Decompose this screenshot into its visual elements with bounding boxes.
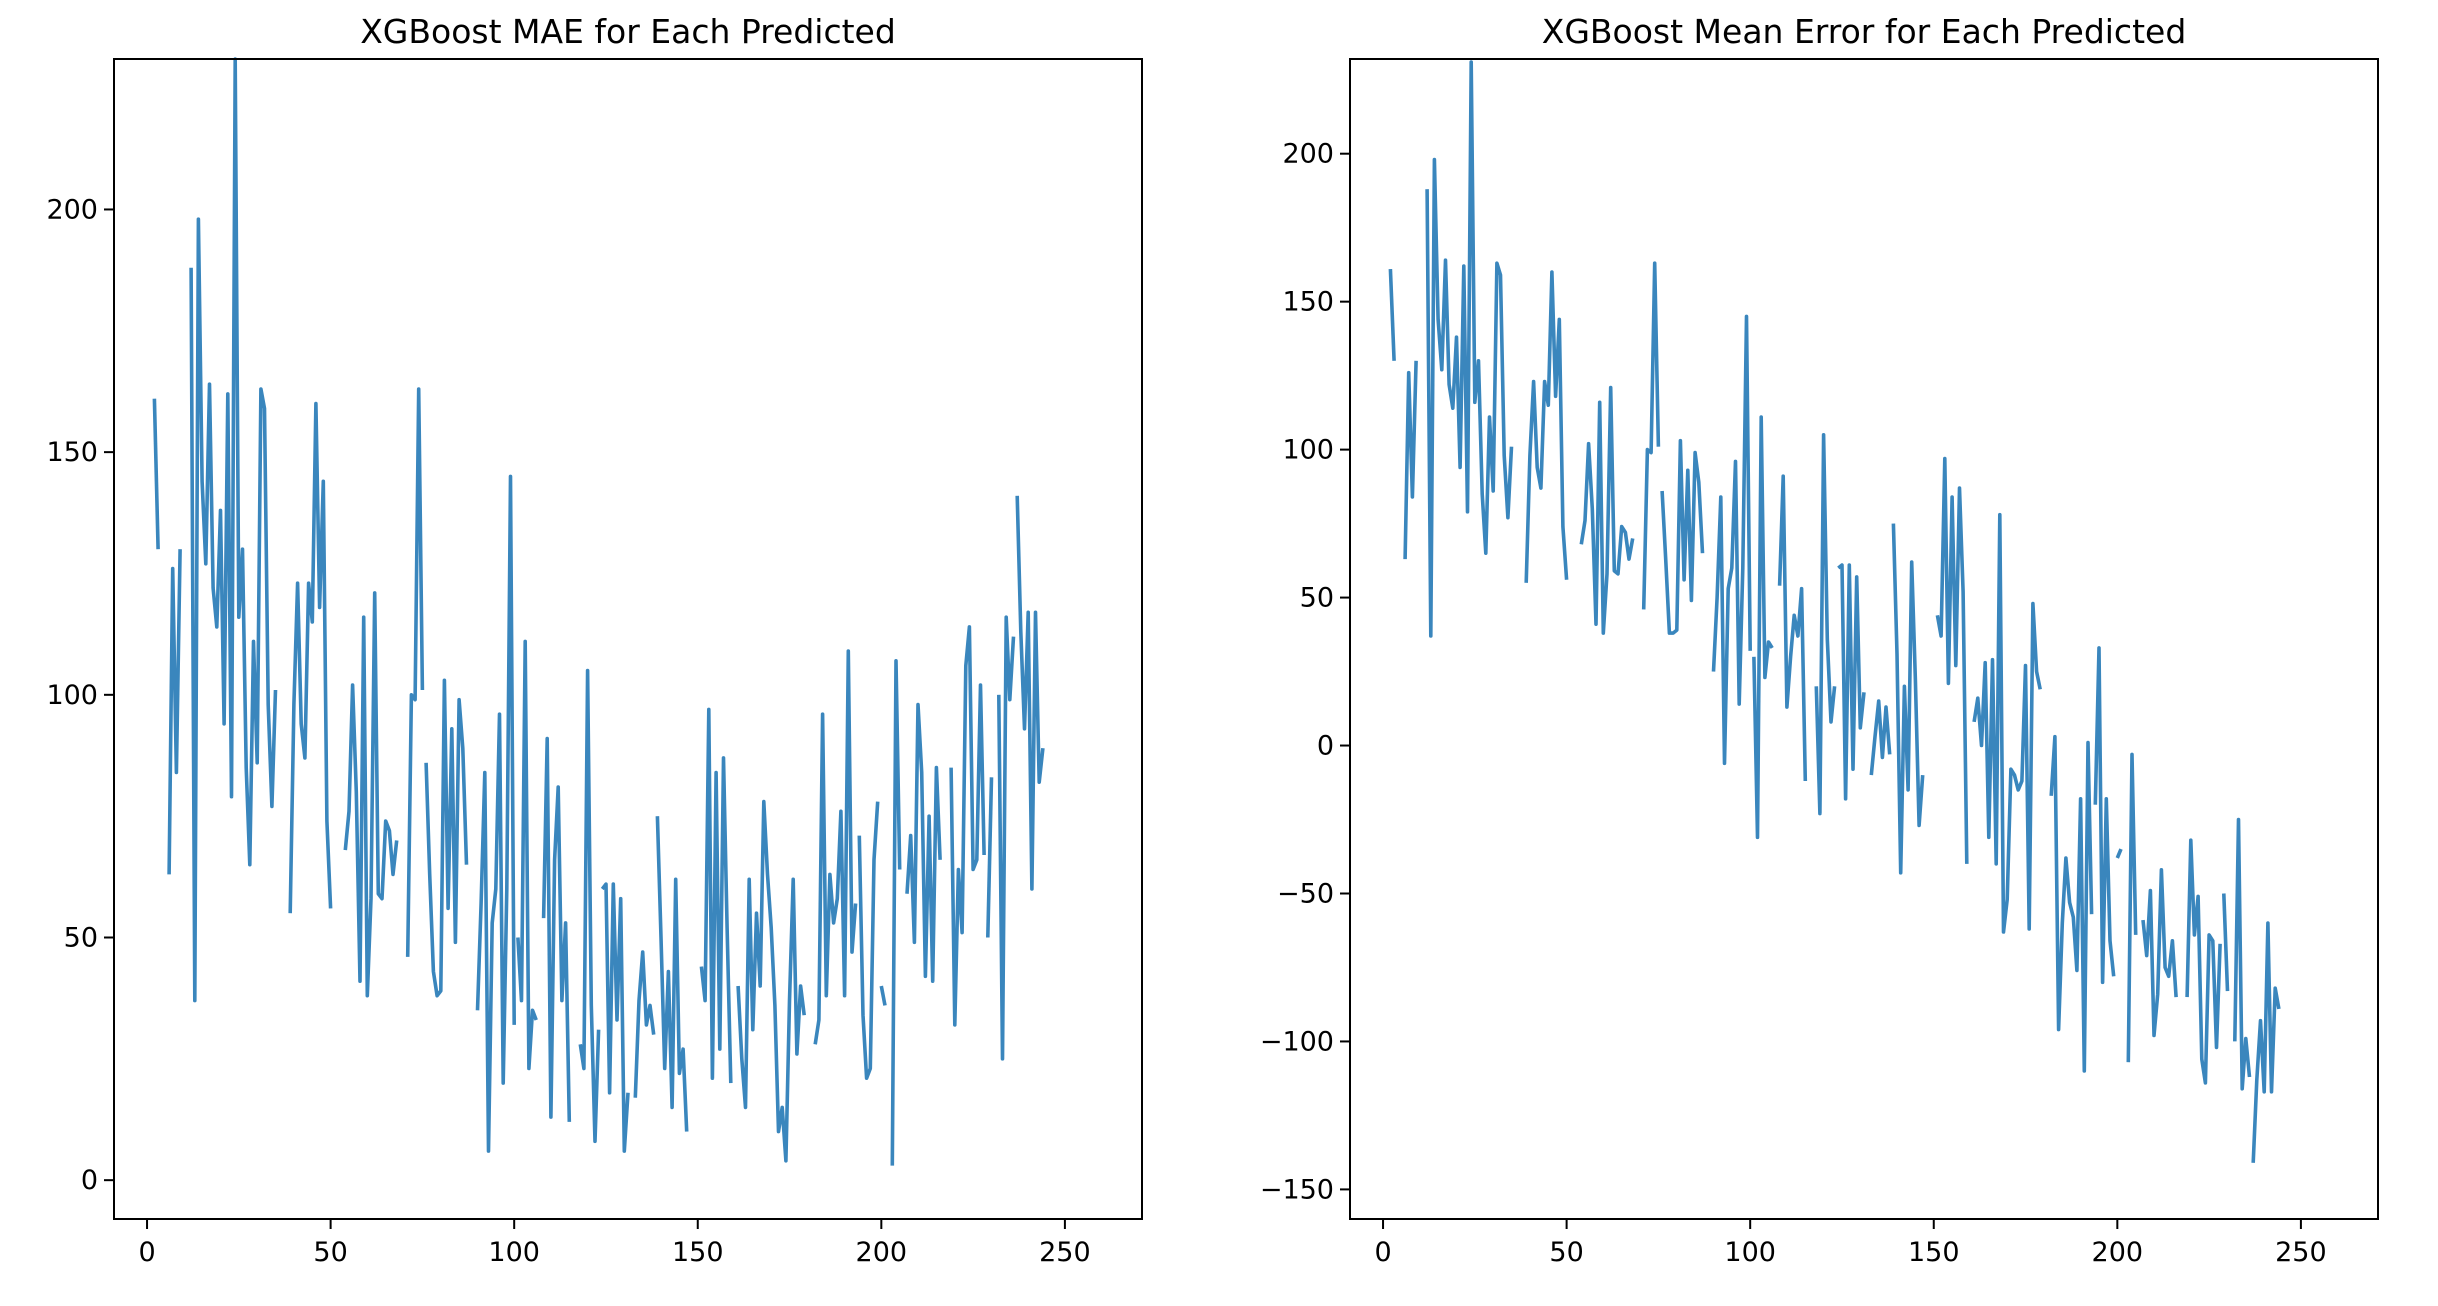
series-line-segment <box>578 668 601 1144</box>
series-line-segment <box>1660 438 1705 635</box>
series-line-segment <box>890 658 902 1166</box>
x-tick-label: 50 <box>313 1237 347 1268</box>
x-tick-label: 100 <box>1724 1237 1776 1268</box>
x-tick-label: 200 <box>856 1237 908 1268</box>
series-line-segment <box>699 707 733 1084</box>
y-tick-label: 150 <box>46 437 98 468</box>
series-line-segment <box>2251 921 2281 1163</box>
series-line-segment <box>2141 867 2178 1038</box>
series-line-segment <box>600 882 630 1153</box>
series-line-segment <box>1579 385 1635 635</box>
x-tick-label: 250 <box>1039 1237 1091 1268</box>
plot-frame <box>1349 58 2379 1220</box>
series-line-segment <box>905 702 942 984</box>
series-line-segment <box>986 777 994 938</box>
y-tick-label: −150 <box>1260 1174 1334 1205</box>
mae-chart: XGBoost MAE for Each Predicted 0 50 100 150… <box>46 12 1143 1268</box>
y-tick-label: 100 <box>1282 435 1334 466</box>
series-line-segment <box>1777 474 1808 782</box>
series-line-segment <box>857 801 880 1080</box>
series-line-segment <box>2093 646 2116 985</box>
series-line-segment <box>655 816 689 1132</box>
series-line-segment <box>405 387 425 957</box>
series-line-segment <box>1891 523 1925 875</box>
series-line-segment <box>167 549 182 875</box>
y-tick-label: 200 <box>1282 139 1334 170</box>
series-line-segment <box>949 625 986 1027</box>
series-line-segment <box>189 57 278 1003</box>
chart-title: XGBoost Mean Error for Each Predicted <box>1542 12 2187 51</box>
y-tick-label: −100 <box>1260 1026 1334 1057</box>
series-line-segment <box>2233 817 2252 1091</box>
series-line-segment <box>1869 699 1892 776</box>
series-line-segment <box>2049 734 2094 1073</box>
series-line-segment <box>736 799 806 1163</box>
series-line-segment <box>1524 270 1569 583</box>
plot-frame <box>113 58 1143 1220</box>
x-tick-label: 50 <box>1549 1237 1583 1268</box>
mean-error-chart: XGBoost Mean Error for Each Predicted 0 5… <box>1260 12 2379 1268</box>
series-line-segment <box>2126 752 2138 1063</box>
series-line-segment <box>997 615 1016 1061</box>
series-line-segment <box>633 950 656 1098</box>
x-tick-label: 0 <box>138 1237 155 1268</box>
x-tick-label: 200 <box>2092 1237 2144 1268</box>
y-tick-label: 50 <box>1300 583 1334 614</box>
series-line-segment <box>2222 893 2230 992</box>
series-line-segment <box>1403 360 1418 560</box>
series-line-segment <box>152 398 160 550</box>
series-line-segment <box>1935 456 1969 864</box>
y-tick-label: −50 <box>1277 878 1334 909</box>
x-tick-label: 150 <box>1908 1237 1960 1268</box>
series-line-segment <box>879 985 887 1006</box>
series-line-segment <box>1015 495 1045 891</box>
series-line-segment <box>1388 269 1396 361</box>
series-line-segment <box>288 401 333 914</box>
series-line-segment <box>541 736 572 1122</box>
x-tick-label: 100 <box>488 1237 540 1268</box>
chart-title: XGBoost MAE for Each Predicted <box>360 12 896 51</box>
series-line-segment <box>1641 261 1661 610</box>
series-line-segment <box>1752 415 1774 840</box>
series-line-segment <box>1711 314 1752 766</box>
y-tick-label: 0 <box>1317 731 1334 762</box>
y-tick-label: 150 <box>1282 287 1334 318</box>
series-line-segment <box>1425 60 1514 638</box>
series-line-segment <box>2185 838 2222 1085</box>
y-tick-label: 200 <box>46 194 98 225</box>
series-line-segment <box>813 649 858 1045</box>
series-line-segment <box>516 639 538 1071</box>
y-tick-label: 0 <box>81 1165 98 1196</box>
series-line-segment <box>424 678 469 998</box>
series-line-segment <box>1814 432 1837 816</box>
y-tick-label: 50 <box>64 922 98 953</box>
series-line-segment <box>2115 848 2123 859</box>
series-line-segment <box>1837 563 1866 801</box>
y-tick-label: 100 <box>46 680 98 711</box>
series-line-segment <box>475 474 516 1153</box>
x-tick-label: 0 <box>1374 1237 1391 1268</box>
series-line-segment <box>1972 512 2042 934</box>
x-tick-label: 250 <box>2275 1237 2327 1268</box>
x-tick-label: 150 <box>672 1237 724 1268</box>
series-line-segment <box>343 591 399 998</box>
